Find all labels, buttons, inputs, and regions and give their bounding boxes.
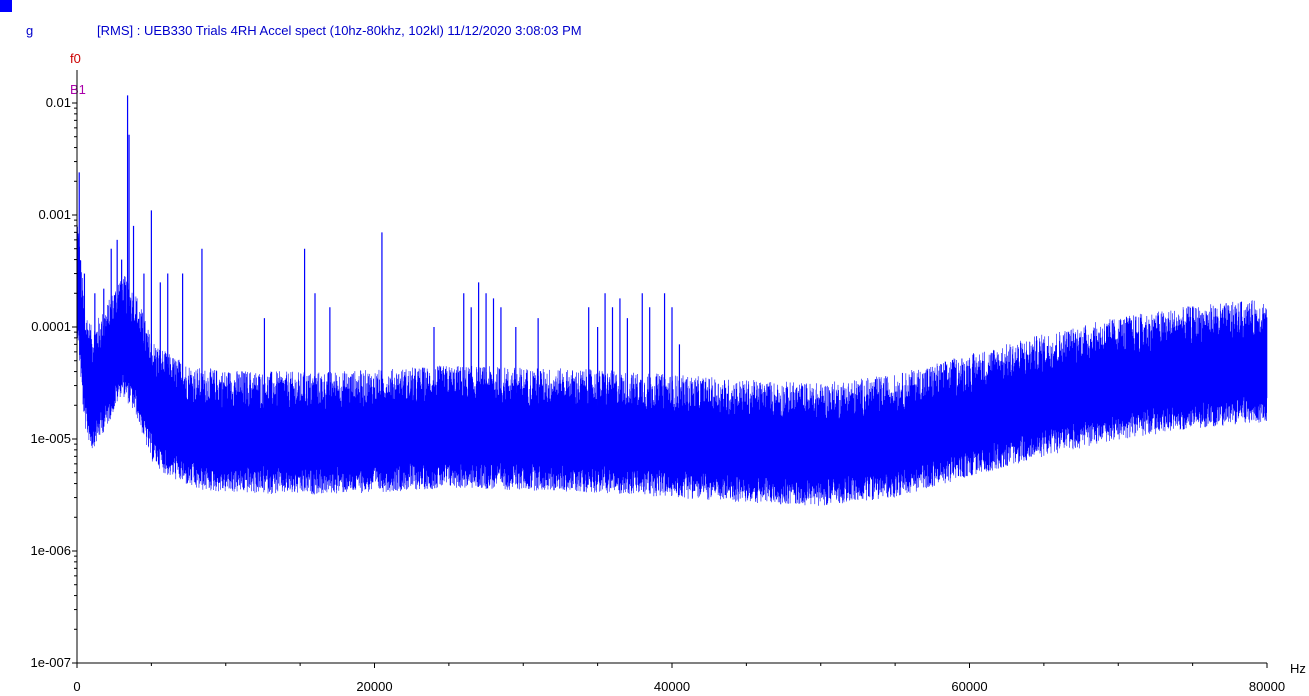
axes: 1e-007 1e-006 1e-005 0.0001 0.001 0.01 0 20000 4… [31, 70, 1285, 694]
spectrum-series-line [76, 219, 1268, 506]
y-tick-label: 0.001 [38, 207, 71, 222]
x-unit-label: Hz [1290, 661, 1306, 676]
plot-area[interactable] [76, 95, 1268, 506]
y-tick-label: 0.0001 [31, 319, 71, 334]
legend-marker [0, 0, 12, 12]
cursor-f0-label[interactable]: f0 [70, 51, 81, 66]
chart-title: [RMS] : UEB330 Trials 4RH Accel spect (1… [97, 23, 582, 38]
cursor-b1-label[interactable]: B1 [70, 82, 86, 97]
x-tick-label: 40000 [654, 679, 690, 694]
x-tick-label: 80000 [1249, 679, 1285, 694]
x-tick-label: 60000 [951, 679, 987, 694]
y-tick-label: 0.01 [46, 95, 71, 110]
x-tick-label: 20000 [356, 679, 392, 694]
x-tick-label: 0 [73, 679, 80, 694]
y-tick-label: 1e-006 [31, 543, 71, 558]
y-unit-label: g [26, 23, 33, 38]
y-tick-label: 1e-007 [31, 655, 71, 670]
y-tick-label: 1e-005 [31, 431, 71, 446]
